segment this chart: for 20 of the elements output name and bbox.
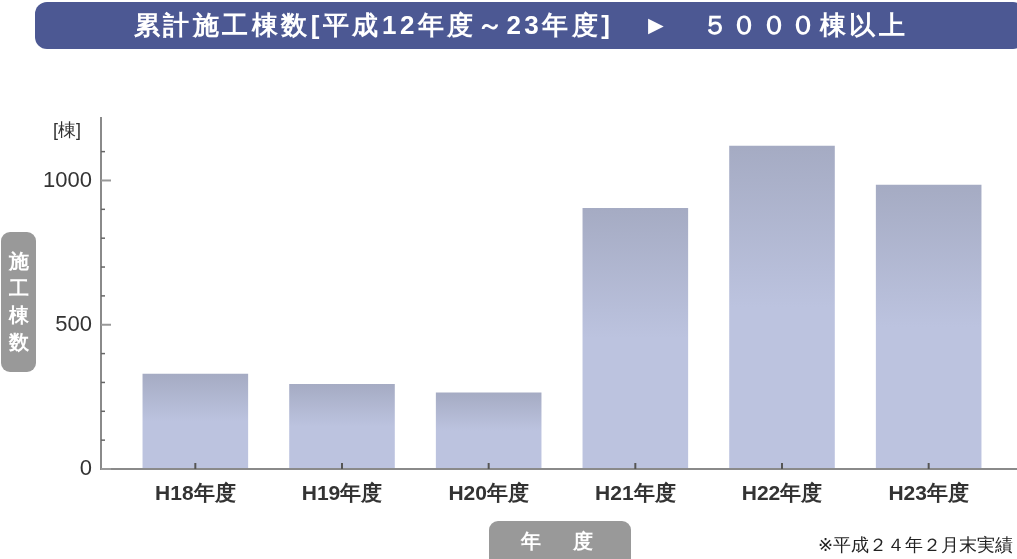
- y-tick-label: 1000: [43, 166, 92, 192]
- x-tick-label: H20年度: [448, 481, 529, 505]
- x-tick-label: H21年度: [595, 481, 676, 505]
- y-tick-label: 500: [55, 310, 92, 336]
- bar: [289, 383, 395, 469]
- text: ※平成２４年２月末実績: [817, 534, 1013, 556]
- x-tick-label: H18年度: [155, 481, 236, 505]
- y-axis-title: 施工棟数: [8, 249, 29, 355]
- text: [棟]: [53, 119, 82, 141]
- bar: [875, 184, 982, 469]
- x-tick-label: H23年度: [888, 481, 969, 505]
- x-tick-label: H22年度: [741, 481, 823, 505]
- bar: [582, 207, 689, 469]
- bar: [142, 373, 249, 469]
- bar: [435, 392, 542, 469]
- x-axis-title: 年 度: [521, 529, 599, 554]
- x-tick-label: H19年度: [301, 481, 383, 505]
- bar: [729, 145, 835, 469]
- y-tick-label: 0: [79, 455, 92, 481]
- chart-title: 累計施工棟数[平成12年度～23年度] ► ５０００棟以上: [133, 9, 909, 42]
